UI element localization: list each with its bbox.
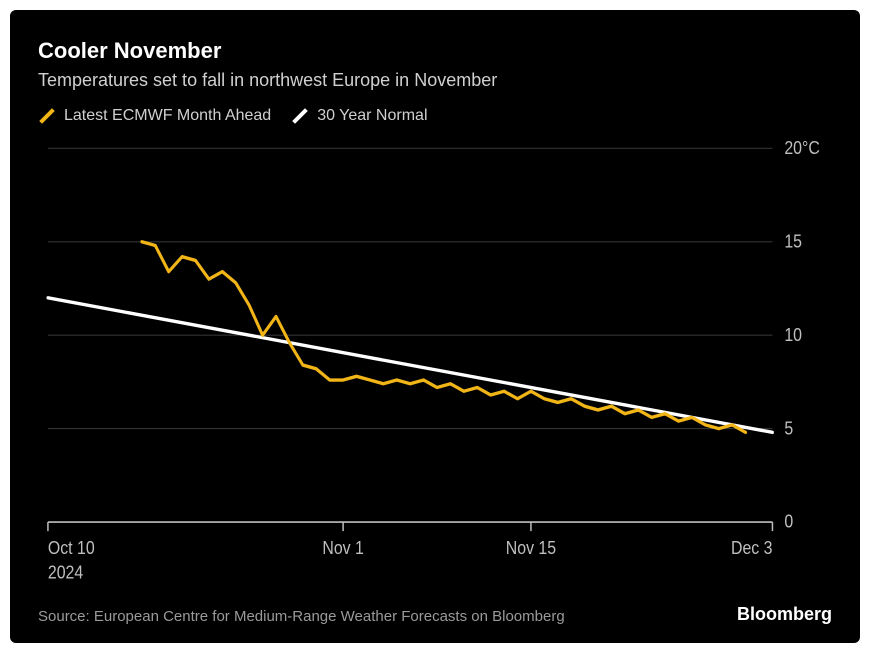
chart-card: Cooler November Temperatures set to fall… <box>10 10 860 643</box>
chart-area: 0 5 10 15 20°C Oct 10 2024 Nov 1 Nov 15 Dec 3 <box>38 137 832 590</box>
footer: Source: European Centre for Medium-Range… <box>38 604 832 625</box>
svg-text:Dec 3: Dec 3 <box>731 538 772 558</box>
legend-label-ecmwf: Latest ECMWF Month Ahead <box>64 107 271 125</box>
svg-text:5: 5 <box>784 418 793 438</box>
source-text: Source: European Centre for Medium-Range… <box>38 608 565 625</box>
svg-text:10: 10 <box>784 325 802 345</box>
legend-swatch-normal <box>292 108 308 124</box>
legend-item-ecmwf: Latest ECMWF Month Ahead <box>38 107 271 125</box>
svg-text:15: 15 <box>784 231 802 251</box>
svg-text:2024: 2024 <box>48 563 83 583</box>
chart-svg: 0 5 10 15 20°C Oct 10 2024 Nov 1 Nov 15 Dec 3 <box>38 137 832 590</box>
svg-text:20°C: 20°C <box>784 138 819 158</box>
svg-text:Nov 15: Nov 15 <box>506 538 556 558</box>
legend: Latest ECMWF Month Ahead 30 Year Normal <box>38 107 832 125</box>
svg-text:Nov 1: Nov 1 <box>322 538 363 558</box>
svg-text:Oct 10: Oct 10 <box>48 538 95 558</box>
brand-logo: Bloomberg <box>737 604 832 625</box>
legend-item-normal: 30 Year Normal <box>291 107 427 125</box>
chart-title: Cooler November <box>38 38 832 64</box>
chart-subtitle: Temperatures set to fall in northwest Eu… <box>38 70 832 91</box>
legend-label-normal: 30 Year Normal <box>317 107 427 125</box>
legend-swatch-ecmwf <box>39 108 55 124</box>
svg-text:0: 0 <box>784 512 793 532</box>
